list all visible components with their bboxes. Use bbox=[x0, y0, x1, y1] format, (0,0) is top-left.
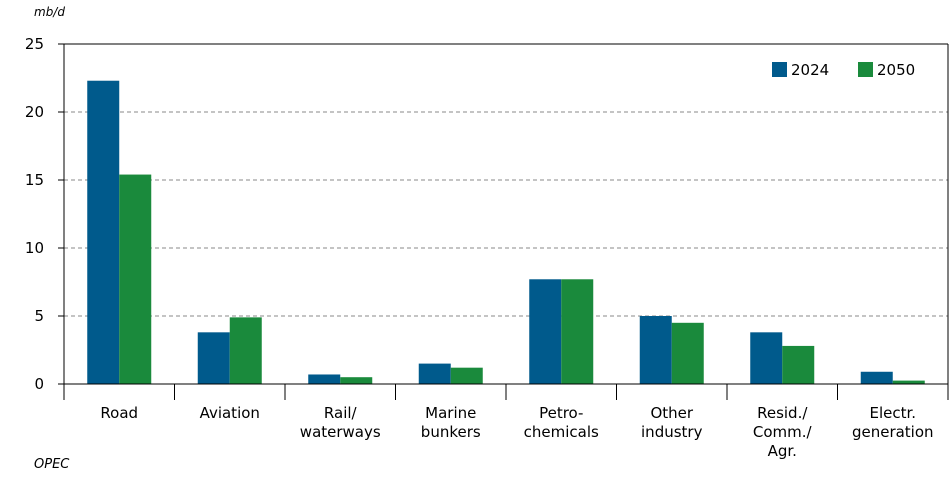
grid-lines bbox=[64, 43, 948, 317]
bar-2024-0 bbox=[87, 80, 120, 384]
bar-2024-2 bbox=[308, 374, 341, 384]
x-category-label: Agr. bbox=[768, 442, 797, 460]
y-tick-label: 20 bbox=[25, 103, 44, 121]
x-category-label: Marine bbox=[425, 404, 476, 422]
legend-label-2050: 2050 bbox=[877, 61, 915, 79]
bar-2024-1 bbox=[197, 332, 230, 384]
bar-2050-6 bbox=[782, 345, 815, 384]
bar-2024-6 bbox=[750, 332, 783, 384]
bar-2050-0 bbox=[119, 174, 152, 384]
bar-2050-5 bbox=[671, 322, 704, 384]
y-tick-label: 5 bbox=[34, 307, 44, 325]
y-tick-label: 0 bbox=[34, 375, 44, 393]
bar-2024-4 bbox=[529, 279, 562, 384]
x-category-label: industry bbox=[641, 423, 703, 441]
legend-label-2024: 2024 bbox=[791, 61, 829, 79]
x-category-label: Petro- bbox=[539, 404, 583, 422]
bar-2050-2 bbox=[340, 377, 373, 384]
x-category-label: Aviation bbox=[200, 404, 260, 422]
y-axis-unit-label: mb/d bbox=[34, 5, 65, 19]
y-tick-label: 10 bbox=[25, 239, 44, 257]
bar-2050-7 bbox=[892, 380, 925, 384]
bar-2050-1 bbox=[229, 317, 262, 384]
bar-2024-5 bbox=[639, 316, 672, 384]
bar-2024-7 bbox=[860, 371, 893, 384]
legend-swatch-2050 bbox=[858, 62, 873, 77]
x-category-label: Electr. bbox=[869, 404, 916, 422]
legend-swatch-2024 bbox=[772, 62, 787, 77]
x-category-label: chemicals bbox=[524, 423, 599, 441]
x-category-label: waterways bbox=[300, 423, 381, 441]
x-category-label: Road bbox=[100, 404, 138, 422]
bar-2050-4 bbox=[561, 279, 594, 384]
bar-2024-3 bbox=[418, 363, 451, 384]
y-tick-label: 25 bbox=[25, 35, 44, 53]
axes bbox=[63, 43, 949, 400]
x-category-label: bunkers bbox=[421, 423, 481, 441]
x-category-label: Rail/ bbox=[324, 404, 358, 422]
bar-2050-3 bbox=[450, 367, 483, 384]
x-category-label: Comm./ bbox=[753, 423, 813, 441]
x-category-label: Other bbox=[650, 404, 693, 422]
legend: 2024 2050 bbox=[772, 61, 915, 79]
bars bbox=[87, 80, 925, 384]
y-tick-label: 15 bbox=[25, 171, 44, 189]
x-category-label: Resid./ bbox=[757, 404, 808, 422]
y-axis-ticks: 0 5 10 15 20 25 bbox=[25, 35, 64, 393]
x-category-label: generation bbox=[852, 423, 934, 441]
source-label: OPEC bbox=[34, 457, 70, 472]
